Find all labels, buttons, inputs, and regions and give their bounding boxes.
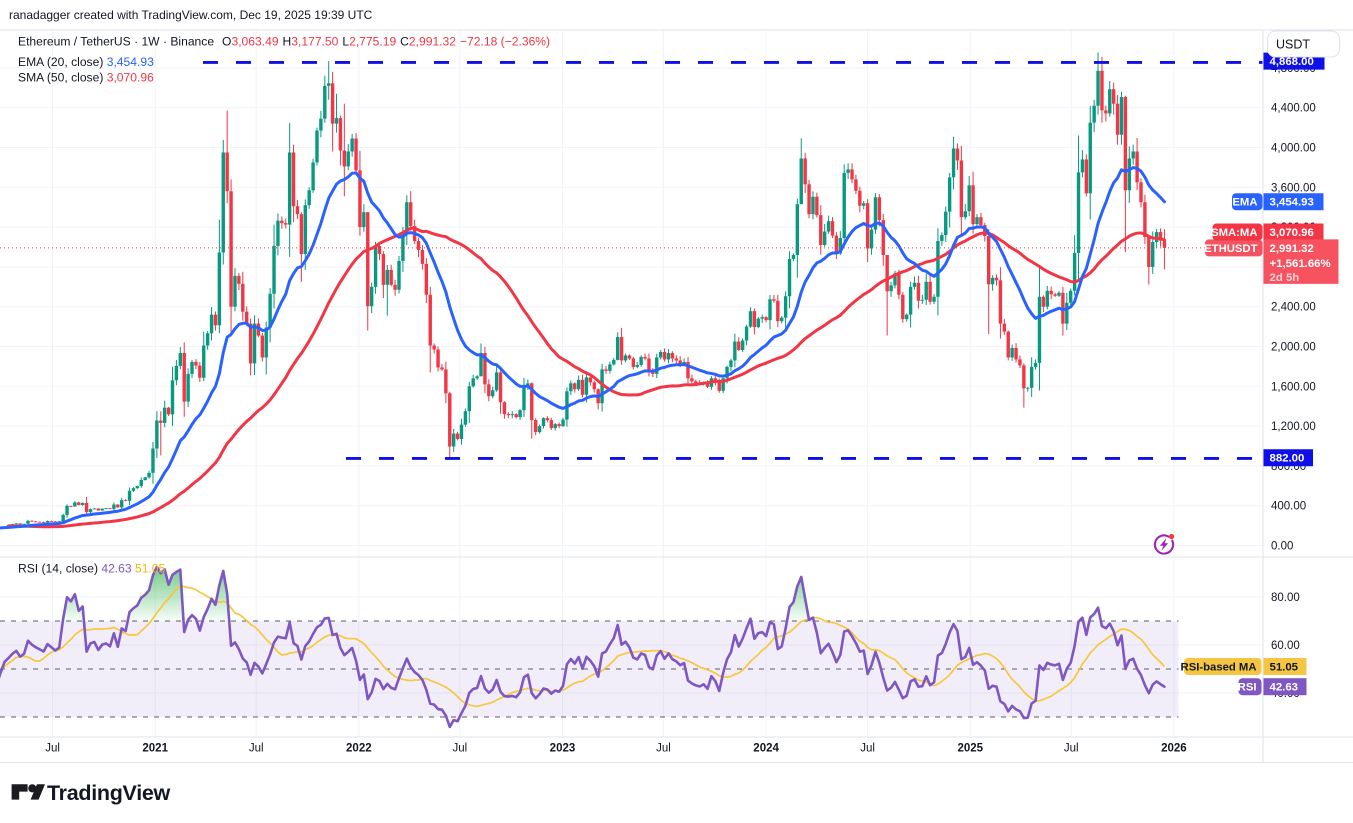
svg-text:80.00: 80.00 xyxy=(1271,592,1300,604)
svg-text:0.00: 0.00 xyxy=(1271,541,1293,553)
svg-text:4,400.00: 4,400.00 xyxy=(1271,103,1316,115)
svg-text:RSI: RSI xyxy=(1238,682,1257,694)
svg-text:2024: 2024 xyxy=(753,743,779,755)
svg-text:TradingView: TradingView xyxy=(47,781,171,805)
svg-text:1,200.00: 1,200.00 xyxy=(1271,421,1316,433)
svg-text:SMA:MA: SMA:MA xyxy=(1211,227,1257,239)
svg-text:882.00: 882.00 xyxy=(1270,453,1305,465)
svg-text:2023: 2023 xyxy=(550,743,576,755)
svg-text:2d 5h: 2d 5h xyxy=(1270,272,1300,284)
svg-text:2022: 2022 xyxy=(346,743,372,755)
svg-text:SMA (50, close) 3,070.96: SMA (50, close) 3,070.96 xyxy=(18,71,154,85)
svg-text:Jul: Jul xyxy=(656,743,671,755)
svg-text:2,991.32: 2,991.32 xyxy=(1270,243,1314,255)
svg-text:400.00: 400.00 xyxy=(1271,501,1306,513)
svg-text:42.63: 42.63 xyxy=(1270,682,1299,694)
svg-text:EMA: EMA xyxy=(1232,197,1257,209)
svg-text:2021: 2021 xyxy=(142,743,168,755)
svg-text:3,454.93: 3,454.93 xyxy=(1270,197,1314,209)
svg-text:51.05: 51.05 xyxy=(1270,661,1299,673)
svg-text:4,868.00: 4,868.00 xyxy=(1270,56,1314,68)
svg-text:1,600.00: 1,600.00 xyxy=(1271,381,1316,393)
svg-text:2025: 2025 xyxy=(957,743,983,755)
svg-text:+1,561.66%: +1,561.66% xyxy=(1270,258,1331,270)
svg-text:2,000.00: 2,000.00 xyxy=(1271,342,1316,354)
svg-text:USDT: USDT xyxy=(1276,38,1310,52)
svg-text:RSI-based MA: RSI-based MA xyxy=(1181,661,1257,673)
svg-text:EMA (20, close) 3,454.93: EMA (20, close) 3,454.93 xyxy=(18,55,154,69)
svg-text:ranadagger created with Tradin: ranadagger created with TradingView.com,… xyxy=(9,8,373,22)
svg-text:2026: 2026 xyxy=(1161,743,1187,755)
svg-text:Jul: Jul xyxy=(452,743,467,755)
svg-text:3,070.96: 3,070.96 xyxy=(1270,227,1314,239)
svg-text:60.00: 60.00 xyxy=(1271,640,1300,652)
svg-text:RSI (14, close) 42.63 51.05: RSI (14, close) 42.63 51.05 xyxy=(18,562,166,576)
svg-text:Jul: Jul xyxy=(860,743,875,755)
svg-text:4,000.00: 4,000.00 xyxy=(1271,143,1316,155)
svg-text:ETHUSDT: ETHUSDT xyxy=(1204,243,1257,255)
svg-text:Jul: Jul xyxy=(1064,743,1079,755)
svg-text:Jul: Jul xyxy=(45,743,60,755)
svg-text:Ethereum / TetherUS · 1W · Bin: Ethereum / TetherUS · 1W · Binance O3,063… xyxy=(18,35,550,49)
svg-text:Jul: Jul xyxy=(249,743,264,755)
svg-text:2,400.00: 2,400.00 xyxy=(1271,302,1316,314)
svg-text:3,600.00: 3,600.00 xyxy=(1271,182,1316,194)
